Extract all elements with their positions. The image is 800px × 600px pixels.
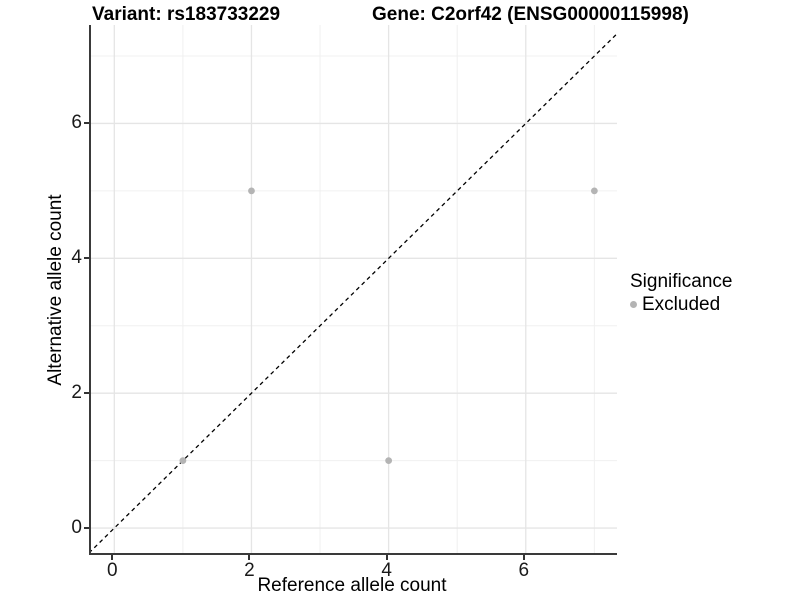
x-tick-label: 4 xyxy=(381,560,392,581)
y-tick-label: 2 xyxy=(71,382,82,404)
y-tick-mark xyxy=(84,122,89,125)
data-point xyxy=(179,457,187,465)
x-tick-mark xyxy=(522,555,525,560)
y-tick-mark xyxy=(84,527,89,530)
data-point xyxy=(590,187,598,195)
x-tick-mark xyxy=(111,555,114,560)
data-point xyxy=(248,187,255,195)
x-axis-title: Reference allele count xyxy=(257,575,447,596)
y-tick-label: 0 xyxy=(71,517,82,539)
x-tick-label: 6 xyxy=(518,560,530,581)
y-tick-mark xyxy=(84,257,89,260)
data-point xyxy=(385,457,393,465)
plot-area xyxy=(91,25,617,553)
legend-point-swatch xyxy=(630,301,637,308)
plot-panel xyxy=(89,25,617,555)
y-tick-label: 4 xyxy=(71,247,82,269)
legend-title: Significance xyxy=(630,271,733,292)
x-tick-label: 0 xyxy=(107,560,118,581)
plot-title-variant: Variant: rs183733229 xyxy=(92,4,281,25)
x-tick-label: 2 xyxy=(244,560,255,581)
identity-line xyxy=(91,32,617,552)
legend-item-excluded: Excluded xyxy=(630,294,732,315)
x-tick-mark xyxy=(248,555,251,560)
y-tick-label: 6 xyxy=(71,112,82,134)
y-tick-mark xyxy=(84,392,89,395)
plot-title-gene: Gene: C2orf42 (ENSG00000115998) xyxy=(372,4,689,25)
x-tick-mark xyxy=(385,555,388,560)
legend-item-label: Excluded xyxy=(642,294,721,315)
legend: Significance Excluded xyxy=(630,271,732,315)
